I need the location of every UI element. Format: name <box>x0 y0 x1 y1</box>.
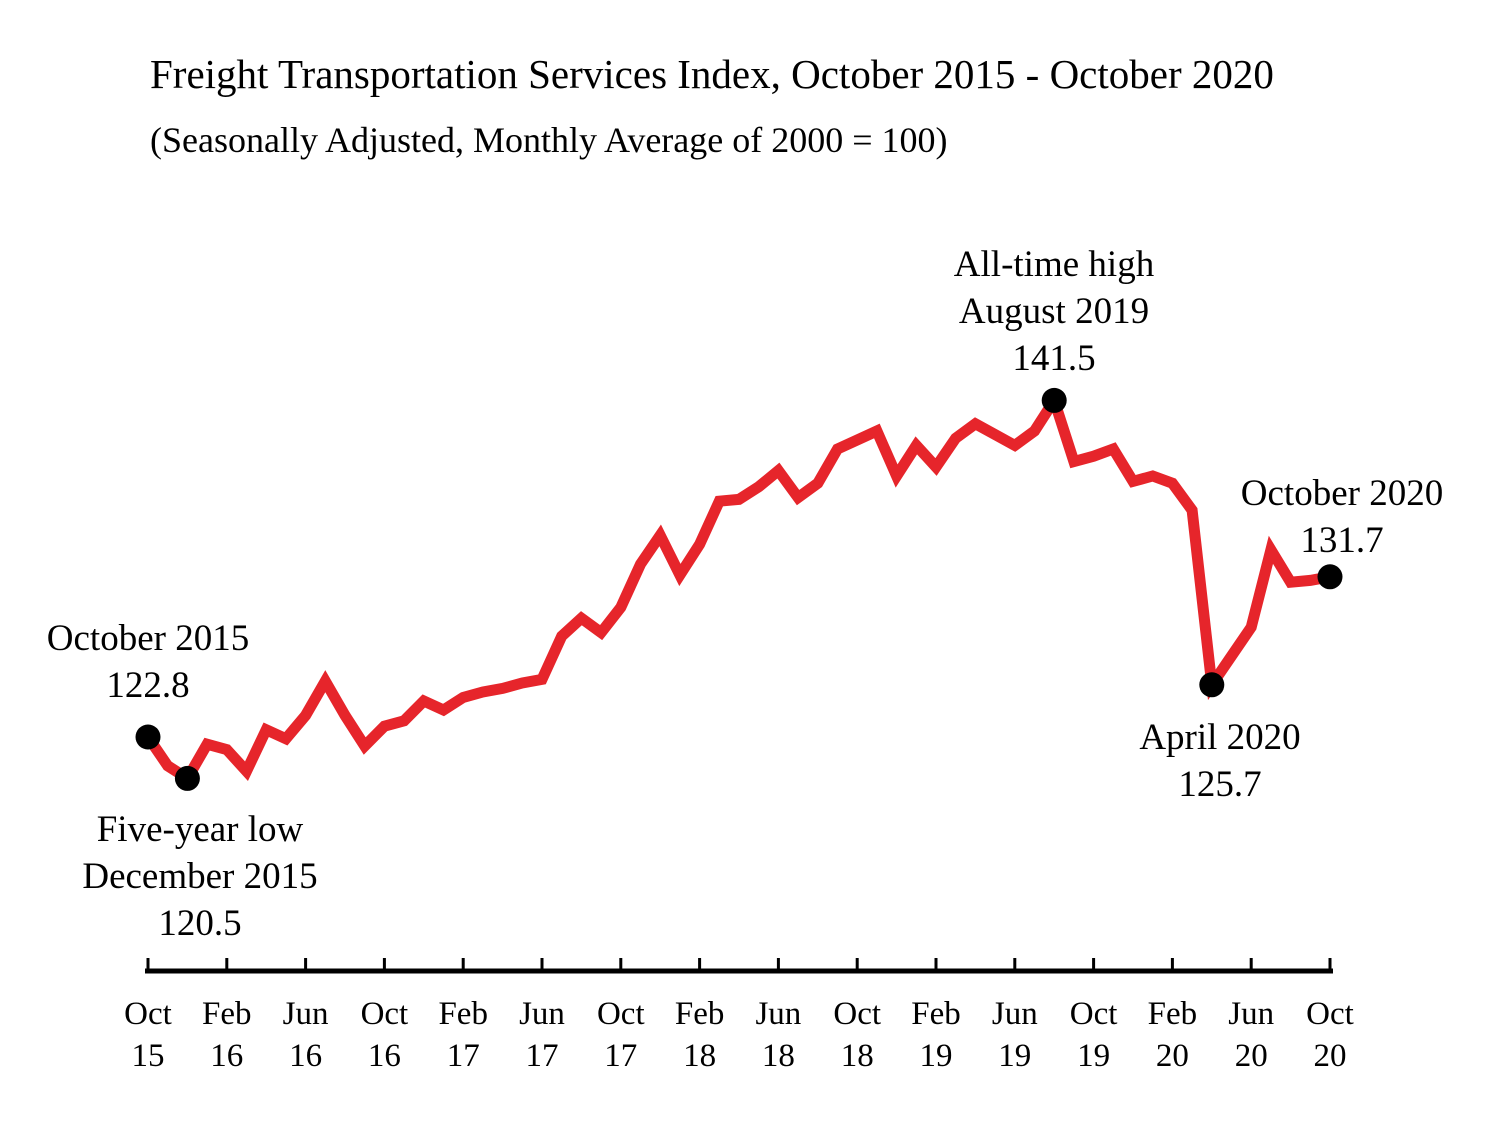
x-tick-label-month: Oct <box>124 996 172 1032</box>
annotation-october-2015: October 2015 122.8 <box>47 615 249 709</box>
x-tick-label-year: 20 <box>1314 1038 1347 1074</box>
x-tick-label-month: Jun <box>992 996 1038 1032</box>
x-tick-label-month: Feb <box>675 996 725 1032</box>
x-tick-label-year: 20 <box>1156 1038 1189 1074</box>
x-tick-label-year: 17 <box>604 1038 637 1074</box>
annotation-label: August 2019 <box>958 291 1150 332</box>
annotation-value: 131.7 <box>1300 520 1384 561</box>
x-tick-label-year: 16 <box>368 1038 401 1074</box>
data-point-marker-2015-12 <box>174 765 200 791</box>
chart-title: Freight Transportation Services Index, O… <box>150 51 1274 97</box>
x-tick-label-month: Feb <box>1148 996 1198 1032</box>
x-tick-label-year: 19 <box>920 1038 953 1074</box>
x-tick-label-month: Oct <box>361 996 409 1032</box>
data-point-marker-2019-08 <box>1041 387 1067 413</box>
x-tick-label-year: 18 <box>762 1038 795 1074</box>
annotation-label: October 2015 <box>46 618 250 659</box>
x-tick-label-month: Oct <box>833 996 881 1032</box>
annotation-label: April 2020 <box>1139 717 1301 758</box>
annotation-all-time-high: All-time high August 2019 141.5 <box>954 241 1154 382</box>
x-tick-label-year: 19 <box>998 1038 1031 1074</box>
annotation-value: 122.8 <box>106 665 190 706</box>
data-point-marker-2015-10 <box>135 724 161 750</box>
x-tick-label-month: Feb <box>911 996 961 1032</box>
x-tick-label-month: Oct <box>1070 996 1118 1032</box>
tsi-line-series <box>143 387 1331 787</box>
chart-subtitle: (Seasonally Adjusted, Monthly Average of… <box>150 120 948 160</box>
annotation-five-year-low: Five-year low December 2015 120.5 <box>82 806 317 947</box>
annotation-label: Five-year low <box>96 809 304 850</box>
x-tick-label-year: 17 <box>447 1038 480 1074</box>
x-tick-label-year: 18 <box>841 1038 874 1074</box>
annotation-label: December 2015 <box>82 856 318 897</box>
x-tick-label-month: Oct <box>1306 996 1354 1032</box>
x-tick-label-month: Feb <box>202 996 252 1032</box>
data-point-marker-2020-10 <box>1317 564 1343 590</box>
annotation-label: All-time high <box>953 244 1155 285</box>
annotation-value: 141.5 <box>1012 338 1096 379</box>
x-tick-label-year: 17 <box>526 1038 559 1074</box>
x-tick-label-month: Jun <box>1228 996 1274 1032</box>
x-tick-label-year: 18 <box>683 1038 716 1074</box>
x-tick-label-year: 16 <box>210 1038 243 1074</box>
x-tick-label-month: Jun <box>283 996 329 1032</box>
annotation-april-2020: April 2020 125.7 <box>1139 714 1300 808</box>
x-tick-label-month: Jun <box>519 996 565 1032</box>
annotation-value: 120.5 <box>158 903 242 944</box>
data-point-marker-2020-04 <box>1199 672 1225 698</box>
x-tick-label-month: Oct <box>597 996 645 1032</box>
x-tick-label-year: 19 <box>1077 1038 1110 1074</box>
x-tick-label-year: 16 <box>289 1038 322 1074</box>
x-tick-label-month: Jun <box>755 996 801 1032</box>
annotation-october-2020: October 2020 131.7 <box>1241 470 1443 564</box>
annotation-value: 125.7 <box>1178 764 1262 805</box>
x-tick-label-year: 15 <box>132 1038 165 1074</box>
annotation-label: October 2020 <box>1240 473 1444 514</box>
x-tick-label-year: 20 <box>1235 1038 1268 1074</box>
x-tick-label-month: Feb <box>438 996 488 1032</box>
